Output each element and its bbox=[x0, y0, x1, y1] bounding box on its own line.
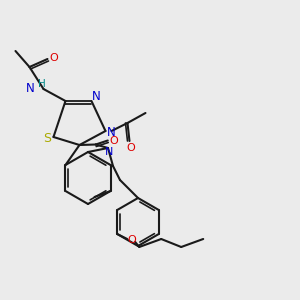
Text: N: N bbox=[26, 82, 34, 94]
Text: O: O bbox=[126, 143, 135, 153]
Text: O: O bbox=[128, 235, 136, 245]
Text: N: N bbox=[107, 127, 116, 140]
Text: S: S bbox=[44, 133, 52, 146]
Text: N: N bbox=[105, 147, 113, 157]
Text: O: O bbox=[49, 53, 58, 63]
Text: O: O bbox=[110, 136, 118, 146]
Text: N: N bbox=[92, 91, 101, 103]
Text: H: H bbox=[38, 79, 45, 89]
